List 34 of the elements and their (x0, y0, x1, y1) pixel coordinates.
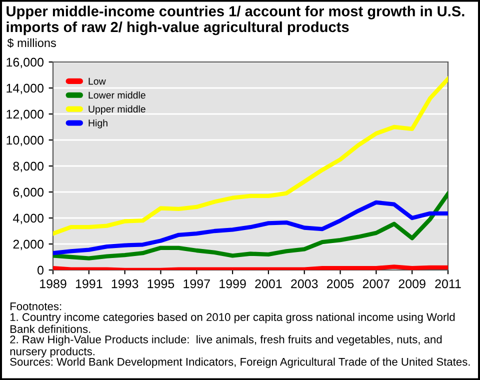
y-tick-label: 0 (38, 266, 44, 275)
y-tick-label: 14,000 (6, 84, 44, 94)
x-tick-label: 1999 (220, 279, 246, 288)
y-tick-label: 2,000 (13, 240, 44, 250)
text: Footnotes: (10, 302, 62, 310)
x-tick-label: 2001 (255, 279, 282, 288)
line-series (53, 192, 448, 260)
legend-label: Upper middle (88, 105, 146, 114)
y-tick-label: 8,000 (13, 162, 44, 172)
x-tick-label: 2009 (398, 279, 426, 288)
y-tick-label: 12,000 (6, 110, 44, 120)
x-tick-label: 2003 (291, 279, 318, 288)
x-tick-label: 1989 (40, 279, 66, 288)
x-tick-label: 2005 (327, 279, 354, 288)
y-axis-title: $ millions (7, 38, 56, 48)
x-tick-label: 1997 (184, 279, 210, 288)
y-tick-label: 4,000 (12, 214, 44, 224)
legend-label: High (88, 119, 108, 128)
x-tick-label: 2011 (435, 279, 461, 288)
y-tick-label: 16,000 (6, 58, 44, 68)
line-series (53, 200, 448, 256)
legend-label: Low (88, 78, 106, 85)
x-tick-label: 1995 (148, 279, 174, 288)
text: 2. Raw High-Value Products include: live animals, fresh fruits and vegetables, nuts, and nursery products. (10, 335, 442, 358)
line-series (53, 76, 448, 236)
chart-title: Upper middle-income countries 1/ account for most growth in U.S. imports of raw 2/ high-value agricultural products (6, 6, 464, 36)
y-tick-label: 10,000 (6, 136, 44, 146)
y-tick-label: 6,000 (13, 188, 44, 198)
legend-label: Lower middle (88, 91, 146, 99)
source-note: Sources: World Bank Development Indicators, Foreign Agricultural Trade of the United States. (10, 358, 470, 368)
x-tick-label: 2007 (362, 279, 390, 288)
text: 1. Country income categories based on 2010 per capita gross national income using World Bank definitions. (10, 312, 455, 333)
x-tick-label: 1993 (112, 279, 138, 288)
x-tick-label: 1991 (76, 279, 102, 288)
